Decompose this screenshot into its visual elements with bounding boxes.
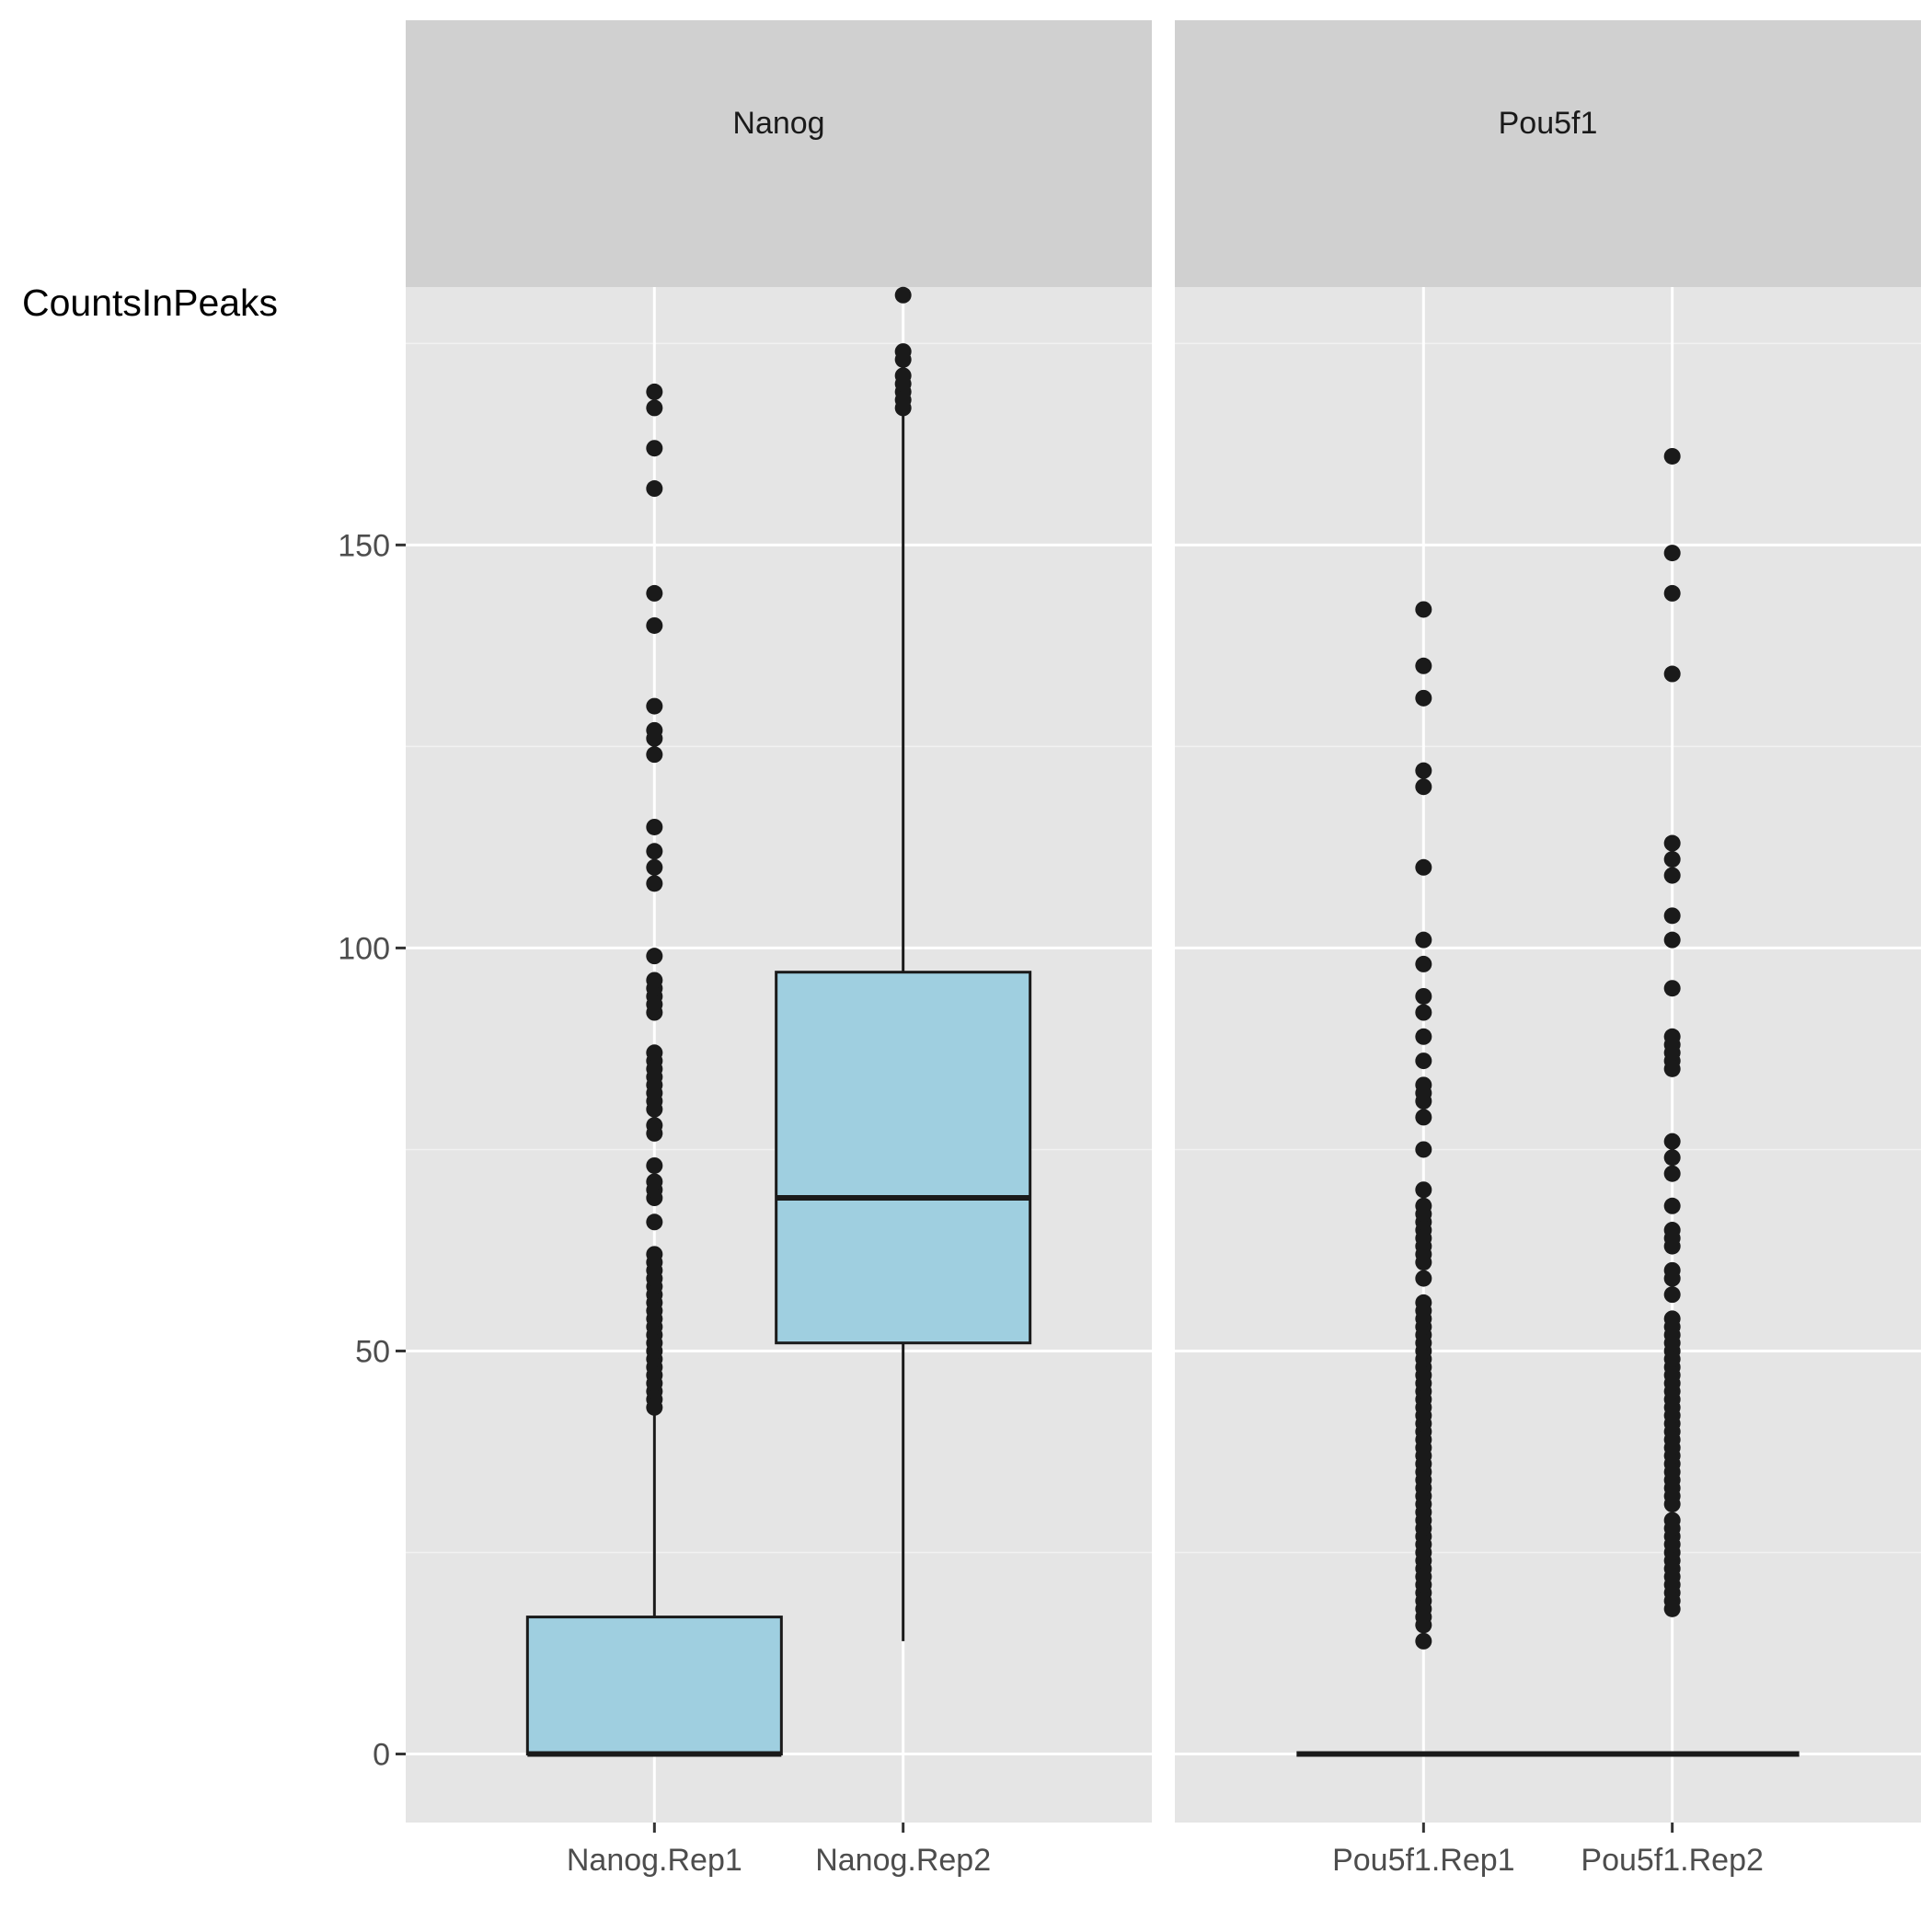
outlier-point [1415,1632,1432,1650]
outlier-point [1663,665,1681,683]
outlier-point [1415,1028,1432,1045]
outlier-point [1415,1141,1432,1158]
outlier-point [646,480,663,498]
outlier-point [646,875,663,892]
outlier-point [1663,1261,1681,1279]
facet-strip [1175,20,1921,287]
outlier-point [1663,907,1681,925]
outlier-point [1663,867,1681,884]
x-tick-label: Pou5f1.Rep1 [1332,1843,1515,1878]
outlier-point [646,383,663,400]
outlier-point [1663,1310,1681,1328]
outlier-point [1663,1028,1681,1045]
outlier-point [894,343,912,361]
outlier-point [646,399,663,417]
box-iqr [525,1616,783,1756]
outlier-point [1415,1109,1432,1126]
facet-strip-label: Pou5f1 [1499,106,1598,141]
panel-background [1175,287,1921,1823]
outlier-point [1663,1133,1681,1150]
y-axis-label: CountsInPeaks [22,282,279,324]
outlier-point [1415,1052,1432,1070]
outlier-point [1415,955,1432,972]
outlier-point [646,697,663,715]
y-tick-label: 100 [338,931,390,966]
y-tick-label: 0 [373,1738,390,1773]
outlier-point [1663,545,1681,562]
outlier-point [646,858,663,876]
outlier-point [1415,601,1432,618]
outlier-point [1663,834,1681,852]
outlier-point [1415,858,1432,876]
outlier-point [646,440,663,457]
outlier-point [1663,1512,1681,1529]
outlier-point [1663,1222,1681,1239]
outlier-point [1663,931,1681,949]
outlier-point [646,1213,663,1231]
outlier-point [1415,657,1432,674]
outlier-point [1663,1149,1681,1167]
outlier-point [646,721,663,739]
outlier-point [1663,447,1681,465]
y-tick-label: 150 [338,528,390,563]
outlier-point [1663,584,1681,602]
outlier-point [1663,1286,1681,1304]
outlier-point [646,1117,663,1134]
outlier-point [1415,931,1432,949]
outlier-point [1415,987,1432,1005]
outlier-point [894,367,912,385]
outlier-point [646,746,663,764]
outlier-point [646,818,663,835]
outlier-point [1415,1270,1432,1287]
outlier-point [1415,1076,1432,1094]
outlier-point [894,286,912,304]
outlier-point [646,616,663,634]
outlier-point [646,1156,663,1174]
facet-strip [406,20,1152,287]
facet-strip-label: Nanog [732,106,824,141]
outlier-point [646,584,663,602]
x-tick-label: Nanog.Rep1 [567,1843,742,1878]
outlier-point [1415,689,1432,707]
outlier-point [646,1173,663,1190]
outlier-point [1663,1165,1681,1182]
outlier-point [1415,778,1432,796]
outlier-point [1415,1294,1432,1311]
outlier-point [646,972,663,989]
outlier-point [1415,1181,1432,1199]
outlier-point [1415,1004,1432,1021]
outlier-point [646,948,663,965]
outlier-point [646,1246,663,1263]
outlier-point [646,843,663,860]
outlier-point [646,1044,663,1062]
outlier-point [1415,762,1432,779]
box-iqr [775,971,1032,1345]
x-tick-label: Nanog.Rep2 [815,1843,991,1878]
x-tick-label: Pou5f1.Rep2 [1581,1843,1764,1878]
outlier-point [1663,1197,1681,1214]
outlier-point [1415,1197,1432,1214]
y-tick-label: 50 [355,1334,390,1369]
outlier-point [1663,980,1681,997]
outlier-point [1663,851,1681,868]
